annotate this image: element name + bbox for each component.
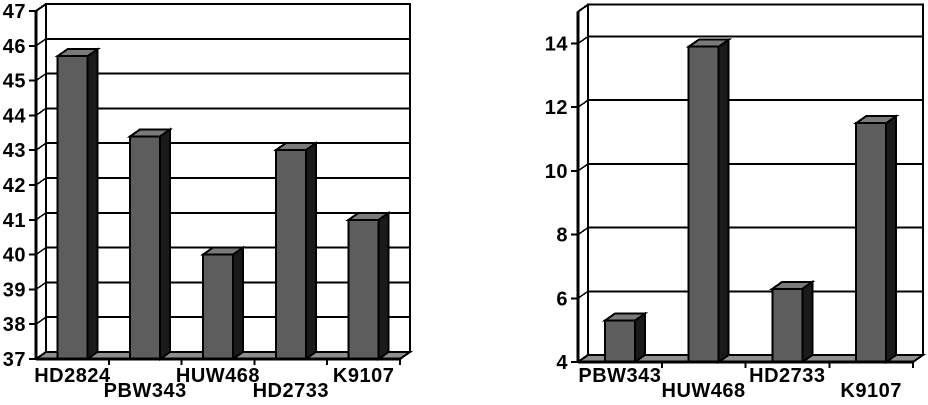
bottom-right-depth-edge (399, 351, 411, 360)
y-tick-label-38: 38 (3, 314, 26, 336)
y-tick-depth-38 (35, 316, 47, 325)
category-label-K9107: K9107 (333, 365, 394, 387)
y-tick-label-39: 39 (3, 279, 26, 301)
y-tick-depth-4 (577, 354, 589, 363)
y-tick-depth-39 (35, 281, 47, 291)
category-label-PBW343: PBW343 (578, 365, 661, 387)
y-tick-label-46: 46 (3, 36, 26, 58)
bar-HUW468 (687, 45, 720, 363)
y-tick-label-47: 47 (3, 1, 26, 23)
y-tick-label-45: 45 (3, 71, 26, 93)
bar-side-PBW343 (633, 311, 646, 364)
y-tick-depth-46 (35, 38, 47, 47)
y-tick-depth-12 (577, 99, 589, 108)
bar-K9107 (347, 218, 380, 360)
y-tick-depth-45 (35, 72, 47, 82)
y-tick-depth-44 (35, 107, 47, 117)
category-label-HUW468: HUW468 (176, 365, 260, 387)
bar-K9107 (855, 122, 888, 363)
y-tick-depth-42 (35, 177, 47, 186)
y-tick-depth-14 (577, 35, 589, 45)
category-label-HD2824: HD2824 (34, 365, 111, 387)
y-tick-label-14: 14 (545, 34, 569, 56)
category-label-K9107: K9107 (840, 380, 901, 402)
category-label-HD2733: HD2733 (253, 380, 329, 402)
y-tick-label-37: 37 (3, 349, 26, 371)
y-tick-label-43: 43 (3, 140, 26, 162)
bar-HD2733 (274, 149, 307, 360)
y-tick-label-44: 44 (3, 105, 27, 127)
y-tick-depth-10 (577, 163, 589, 172)
bar-HUW468 (202, 253, 234, 361)
bar-HD2733 (771, 287, 804, 364)
bar-PBW343 (603, 319, 636, 364)
bar-side-K9107 (377, 210, 390, 361)
y-tick-depth-8 (577, 227, 589, 236)
bar-side-HUW468 (232, 245, 244, 361)
y-tick-label-40: 40 (3, 245, 26, 267)
y-tick-depth-6 (577, 290, 589, 299)
y-tick-label-12: 12 (545, 97, 568, 119)
bar-HD2824 (56, 55, 89, 361)
bar-side-HD2733 (801, 279, 814, 364)
y-tick-label-8: 8 (556, 225, 568, 247)
y-tick-depth-43 (35, 142, 47, 151)
bar-side-HD2733 (304, 141, 317, 361)
category-label-PBW343: PBW343 (104, 380, 187, 402)
category-label-HD2733: HD2733 (749, 365, 825, 387)
y-tick-label-4: 4 (556, 352, 568, 374)
y-tick-label-42: 42 (3, 175, 26, 197)
y-tick-label-41: 41 (3, 210, 26, 232)
y-tick-label-10: 10 (545, 161, 568, 183)
y-tick-depth-40 (35, 246, 47, 256)
y-tick-depth-37 (35, 351, 47, 360)
bar-side-HUW468 (717, 37, 730, 364)
bar-side-PBW343 (159, 127, 172, 361)
y-tick-depth-41 (35, 212, 47, 221)
bar-PBW343 (129, 135, 162, 360)
bar-side-K9107 (885, 114, 898, 364)
top-depth-edge (577, 3, 589, 13)
bottom-right-depth-edge (912, 354, 924, 363)
bar-side-HD2824 (86, 47, 99, 361)
y-tick-label-6: 6 (556, 288, 568, 310)
category-label-HUW468: HUW468 (662, 380, 746, 402)
y-tick-depth-47 (35, 3, 47, 12)
